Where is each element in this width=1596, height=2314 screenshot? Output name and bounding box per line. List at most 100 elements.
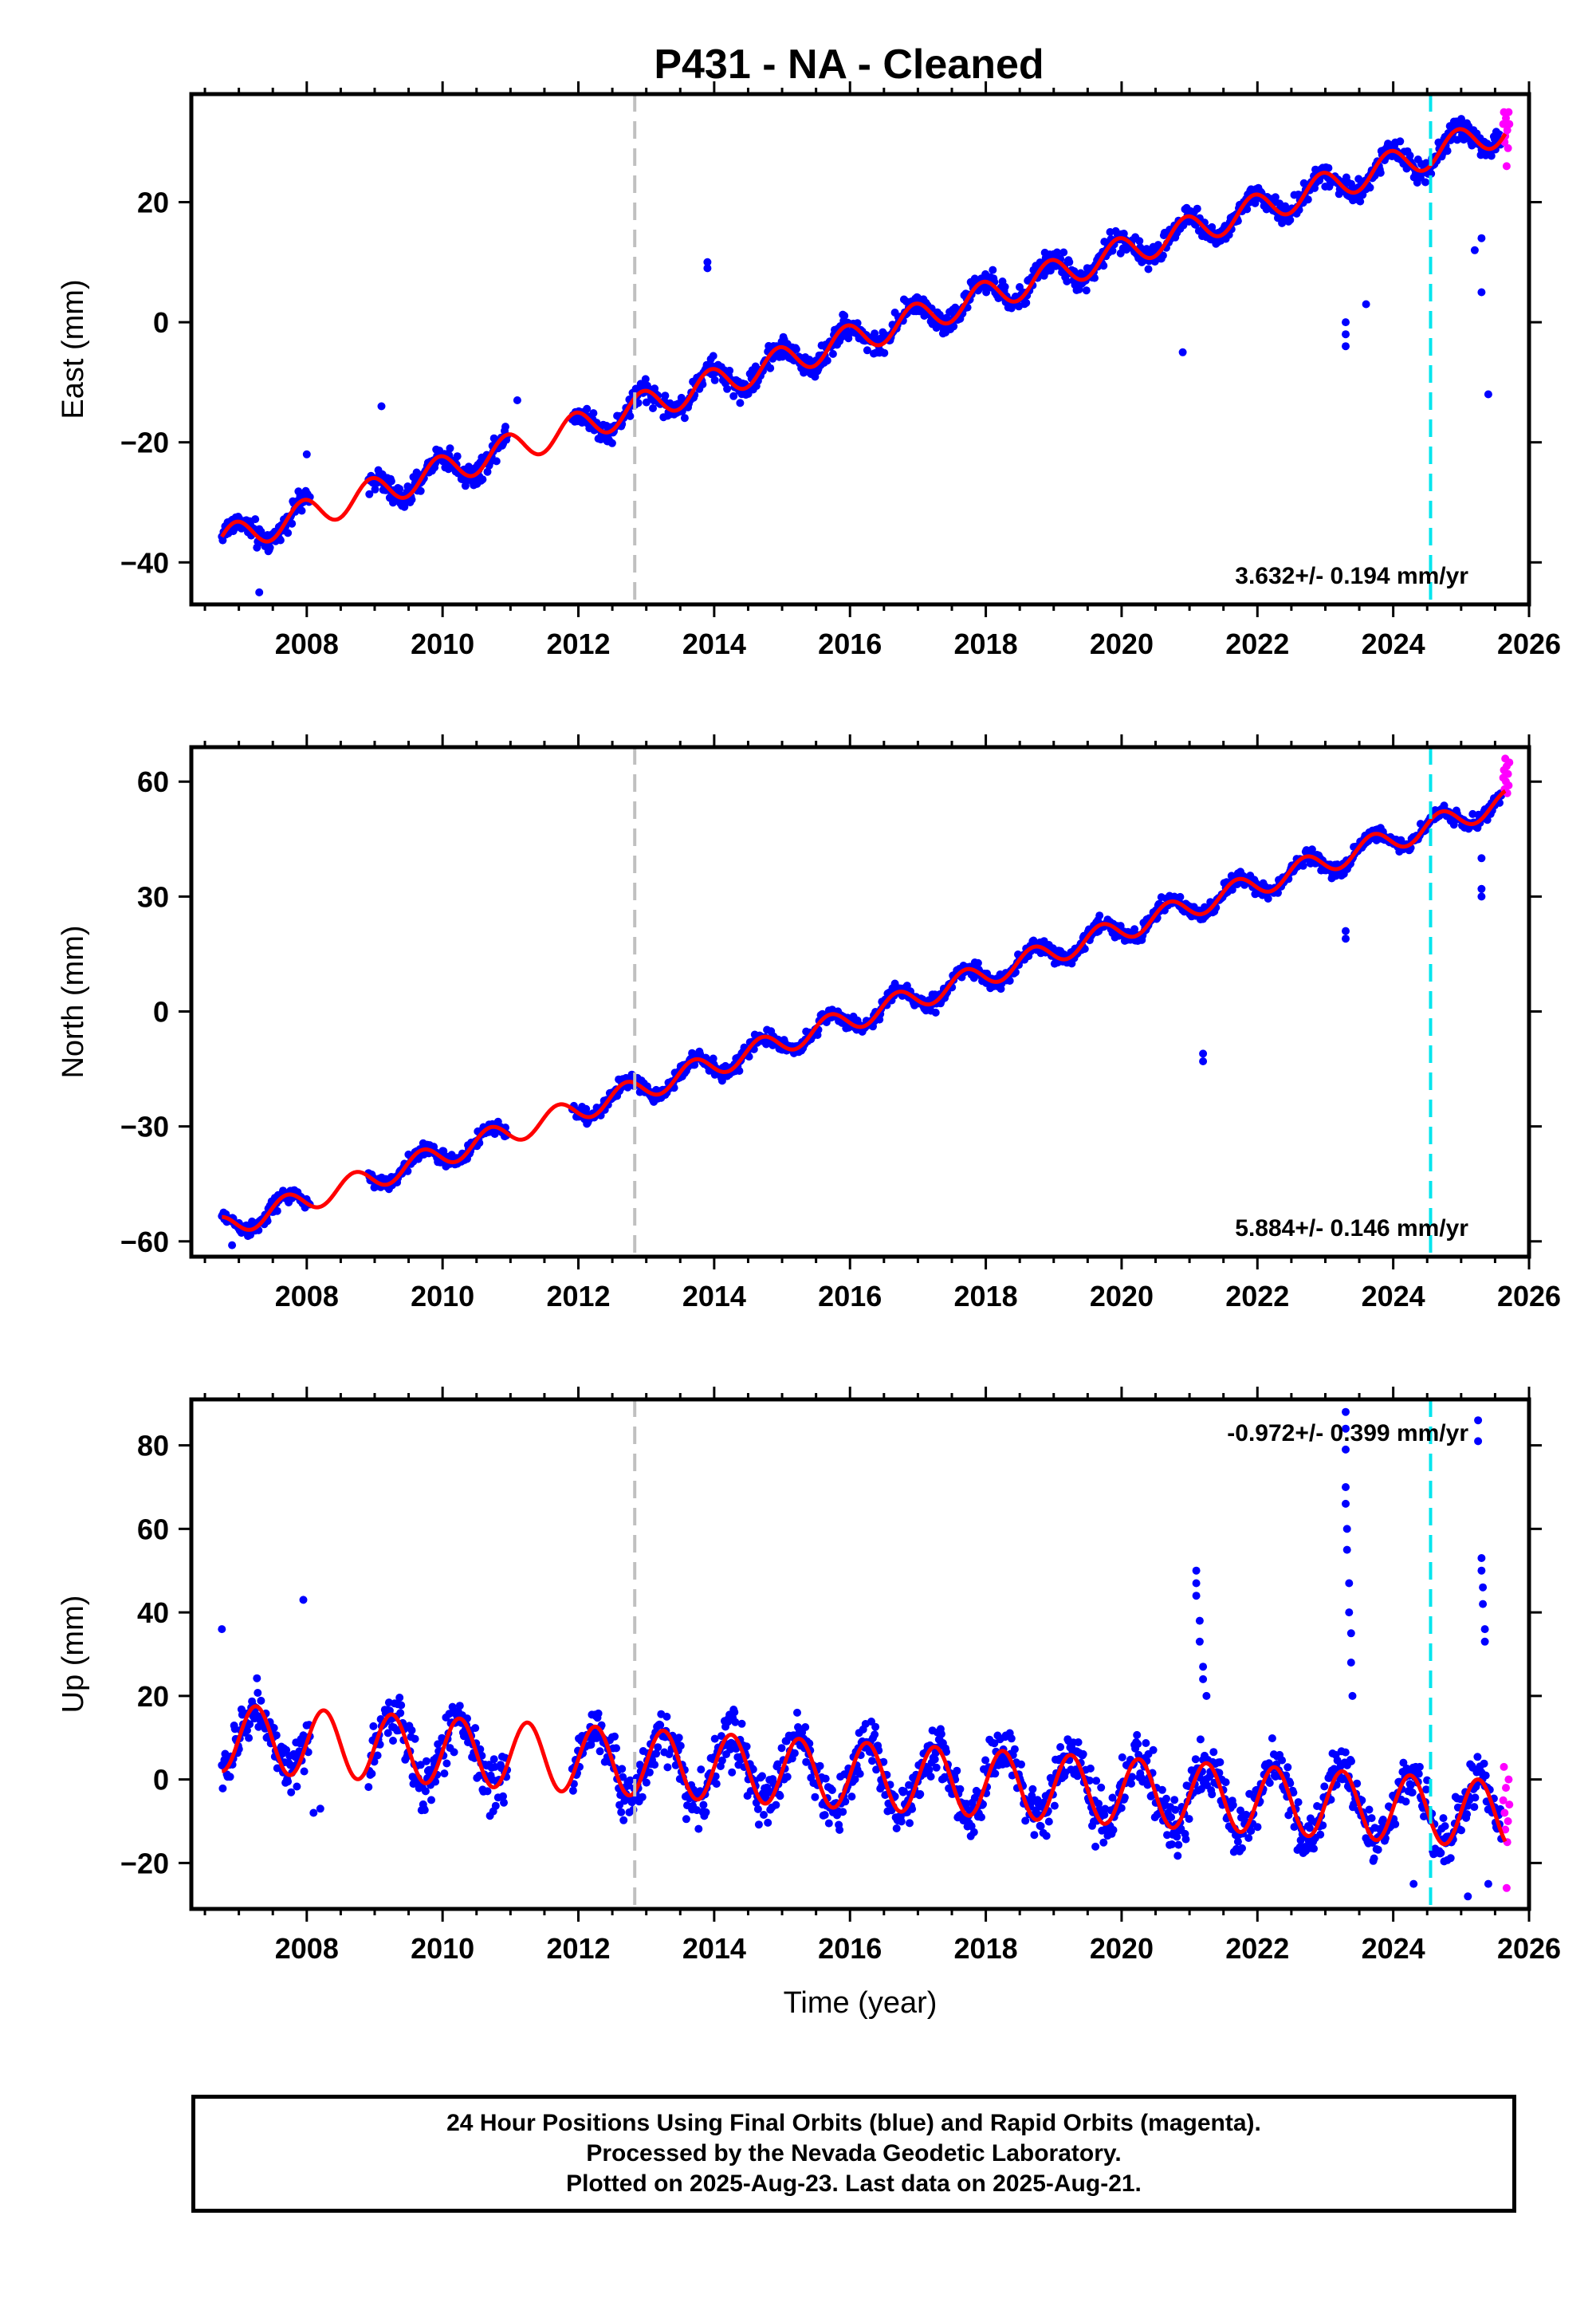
rapid-orbit-point [1504,781,1513,789]
final-orbit-point [251,515,260,524]
x-tick-label: 2012 [546,1280,610,1312]
final-orbit-point [596,1747,604,1756]
final-orbit-point [1278,1756,1287,1765]
final-orbit-point [371,485,379,494]
final-orbit-point [982,288,991,297]
final-orbit-point [1135,237,1144,246]
final-orbit-point [694,1824,703,1833]
final-orbit-point [1195,1616,1204,1625]
final-orbit-point [690,1061,699,1069]
final-orbit-point [863,346,871,355]
final-orbit-point [478,475,487,484]
final-orbit-point [931,1008,940,1017]
final-orbit-point [265,543,274,552]
final-orbit-point [1017,1760,1025,1769]
final-orbit-point [1362,300,1370,309]
final-orbit-point [483,1787,492,1796]
final-orbit-point [737,1719,746,1728]
final-orbit-point [1268,1734,1276,1742]
y-tick-label: −20 [120,427,169,459]
final-orbit-point [483,467,492,476]
footer-line-orbits: 24 Hour Positions Using Final Orbits (bl… [446,2110,1261,2136]
final-orbit-point [969,1828,978,1836]
y-tick-label: 0 [153,306,169,339]
final-orbit-point [1477,1566,1486,1575]
final-orbit-point [1158,251,1167,260]
final-orbit-point [1480,1637,1489,1646]
x-tick-label: 2026 [1497,628,1561,660]
up-panel: 2008 2010 2012 2014 2016 2018 2020 2022 2024 2026… [57,1387,1561,2020]
final-orbit-point [1374,1845,1382,1854]
final-orbit-point [1228,1800,1237,1809]
final-orbit-point [1414,1769,1423,1778]
final-orbit-point [218,1784,227,1793]
final-orbit-point [1365,1805,1374,1814]
y-tick-label: 40 [137,1596,169,1629]
final-orbit-point [926,1773,935,1781]
final-orbit-point [1119,230,1128,238]
final-orbit-point [776,1792,784,1800]
final-orbit-point [1484,1879,1492,1888]
final-orbit-point [228,1241,237,1249]
final-orbit-point [1244,1834,1253,1842]
final-orbit-point [1028,1785,1037,1793]
final-orbit-point [1346,1629,1355,1638]
final-orbit-point [619,1816,628,1824]
final-orbit-point [916,1790,925,1798]
final-orbit-point [1405,152,1414,160]
y-tick-label: 80 [137,1430,169,1462]
final-orbit-point [645,1768,654,1777]
final-orbit-point [728,1768,737,1777]
final-orbit-point [253,543,261,552]
final-orbit-point [989,266,997,274]
east-panel: 2008 2010 2012 2014 2016 2018 2020 2022 2024 2026… [57,81,1561,660]
final-orbit-point [1193,204,1201,213]
footer-line-plotted: Plotted on 2025-Aug-23. Last data on 202… [566,2170,1142,2197]
y-tick-label: 0 [153,1764,169,1796]
final-orbit-point [824,1819,833,1828]
final-orbit-point [1342,330,1350,339]
final-orbit-point [387,477,395,486]
final-orbit-point [764,1818,772,1827]
final-orbit-point [1199,1049,1208,1058]
final-orbit-point [254,1689,262,1697]
x-tick-label: 2018 [954,1932,1018,1965]
rapid-orbit-point [1504,144,1512,152]
x-tick-label: 2020 [1090,628,1154,660]
final-orbit-point [674,1734,683,1742]
final-orbit-point [1042,1832,1051,1840]
final-orbit-point [407,1726,416,1734]
final-orbit-point [1378,1816,1387,1824]
final-orbit-point [255,588,264,596]
final-orbit-point [1346,1659,1355,1667]
final-orbit-point [827,1786,836,1794]
up-final-orbit-points [218,1407,1506,1901]
final-orbit-point [583,404,592,413]
final-orbit-point [582,1104,591,1113]
final-orbit-point [1044,1817,1053,1826]
final-orbit-point [736,399,745,407]
final-orbit-point [1446,1854,1455,1863]
final-orbit-point [1000,282,1009,291]
rapid-orbit-point [1505,120,1514,128]
final-orbit-point [735,1067,744,1075]
final-orbit-point [1487,152,1496,160]
final-orbit-point [823,356,831,365]
north-rate-label: 5.884+/- 0.146 mm/yr [1235,1215,1468,1242]
final-orbit-point [1099,262,1108,270]
final-orbit-point [1316,1830,1325,1839]
final-orbit-point [1162,1794,1170,1803]
final-orbit-point [1409,1879,1418,1888]
final-orbit-point [612,1744,620,1753]
final-orbit-point [676,1741,685,1750]
final-orbit-point [1342,1407,1350,1416]
final-orbit-point [932,1763,941,1772]
final-orbit-point [1127,1779,1135,1788]
final-orbit-point [1181,1835,1190,1844]
rapid-orbit-point [1502,162,1511,171]
final-orbit-point [1221,1778,1230,1787]
footer-line-processed: Processed by the Nevada Geodetic Laborat… [586,2140,1122,2166]
final-orbit-point [1199,1663,1208,1671]
final-orbit-point [828,349,837,358]
final-orbit-point [1299,861,1307,870]
